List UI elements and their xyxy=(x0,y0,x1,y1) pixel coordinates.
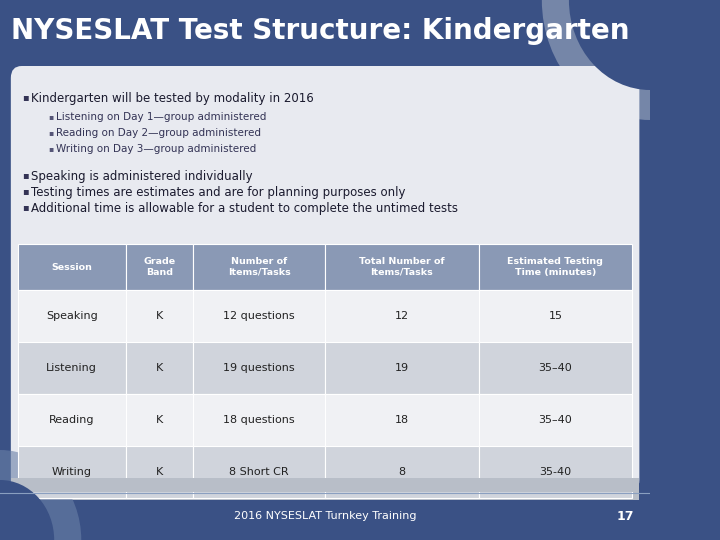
Text: Estimated Testing
Time (minutes): Estimated Testing Time (minutes) xyxy=(508,257,603,277)
Text: ▪: ▪ xyxy=(49,144,54,153)
Circle shape xyxy=(569,0,720,90)
Bar xyxy=(125,342,193,394)
Circle shape xyxy=(0,480,54,540)
Text: 19: 19 xyxy=(395,363,409,373)
Bar xyxy=(125,394,193,446)
Bar xyxy=(125,446,193,498)
Bar xyxy=(193,342,325,394)
Text: Reading: Reading xyxy=(49,415,94,425)
Bar xyxy=(325,342,479,394)
Text: Grade
Band: Grade Band xyxy=(143,257,176,277)
Text: ▪: ▪ xyxy=(22,170,28,180)
Text: Total Number of
Items/Tasks: Total Number of Items/Tasks xyxy=(359,257,445,277)
Text: Testing times are estimates and are for planning purposes only: Testing times are estimates and are for … xyxy=(31,186,405,199)
Circle shape xyxy=(0,450,81,540)
Bar xyxy=(0,0,650,62)
Text: Speaking is administered individually: Speaking is administered individually xyxy=(31,170,252,183)
Bar xyxy=(193,446,325,498)
Text: 18 questions: 18 questions xyxy=(223,415,295,425)
Text: Speaking: Speaking xyxy=(46,311,98,321)
Text: Kindergarten will be tested by modality in 2016: Kindergarten will be tested by modality … xyxy=(31,92,313,105)
Text: Additional time is allowable for a student to complete the untimed tests: Additional time is allowable for a stude… xyxy=(31,202,458,215)
Text: 2016 NYSESLAT Turnkey Training: 2016 NYSESLAT Turnkey Training xyxy=(234,511,416,521)
Bar xyxy=(325,394,479,446)
Bar xyxy=(479,244,632,290)
Bar xyxy=(325,290,479,342)
Bar xyxy=(325,446,479,498)
Text: K: K xyxy=(156,311,163,321)
Bar xyxy=(18,446,125,498)
Text: Listening: Listening xyxy=(46,363,97,373)
Text: ▪: ▪ xyxy=(22,202,28,212)
Text: Reading on Day 2—group administered: Reading on Day 2—group administered xyxy=(56,128,261,138)
Bar xyxy=(18,244,125,290)
Bar xyxy=(325,244,479,290)
Text: ▪: ▪ xyxy=(49,128,54,137)
Text: 12: 12 xyxy=(395,311,409,321)
Bar xyxy=(479,290,632,342)
Text: Writing on Day 3—group administered: Writing on Day 3—group administered xyxy=(56,144,256,154)
Text: K: K xyxy=(156,415,163,425)
Text: 35-40: 35-40 xyxy=(539,467,572,477)
Bar xyxy=(18,342,125,394)
Text: Writing: Writing xyxy=(52,467,91,477)
Text: K: K xyxy=(156,363,163,373)
Bar xyxy=(479,342,632,394)
Text: K: K xyxy=(156,467,163,477)
Bar xyxy=(193,394,325,446)
Text: 12 questions: 12 questions xyxy=(223,311,295,321)
Bar xyxy=(193,244,325,290)
Text: 35–40: 35–40 xyxy=(539,415,572,425)
Text: ▪: ▪ xyxy=(22,186,28,196)
Bar xyxy=(479,394,632,446)
Text: NYSESLAT Test Structure: Kindergarten: NYSESLAT Test Structure: Kindergarten xyxy=(11,17,629,45)
Circle shape xyxy=(542,0,720,120)
Text: 19 questions: 19 questions xyxy=(223,363,295,373)
Bar xyxy=(18,394,125,446)
Bar xyxy=(479,446,632,498)
Text: Listening on Day 1—group administered: Listening on Day 1—group administered xyxy=(56,112,266,122)
Text: 8 Short CR: 8 Short CR xyxy=(229,467,289,477)
Text: ▪: ▪ xyxy=(49,112,54,121)
Bar xyxy=(125,244,193,290)
Text: 17: 17 xyxy=(616,510,634,523)
FancyBboxPatch shape xyxy=(11,66,639,492)
Text: 8: 8 xyxy=(398,467,405,477)
Bar xyxy=(125,290,193,342)
Text: 18: 18 xyxy=(395,415,409,425)
Bar xyxy=(11,478,639,492)
Bar xyxy=(11,492,639,500)
Text: 15: 15 xyxy=(549,311,562,321)
Text: Number of
Items/Tasks: Number of Items/Tasks xyxy=(228,257,290,277)
Text: ▪: ▪ xyxy=(22,92,28,102)
Text: Session: Session xyxy=(51,262,92,272)
Bar xyxy=(193,290,325,342)
Text: 35–40: 35–40 xyxy=(539,363,572,373)
Bar xyxy=(18,290,125,342)
